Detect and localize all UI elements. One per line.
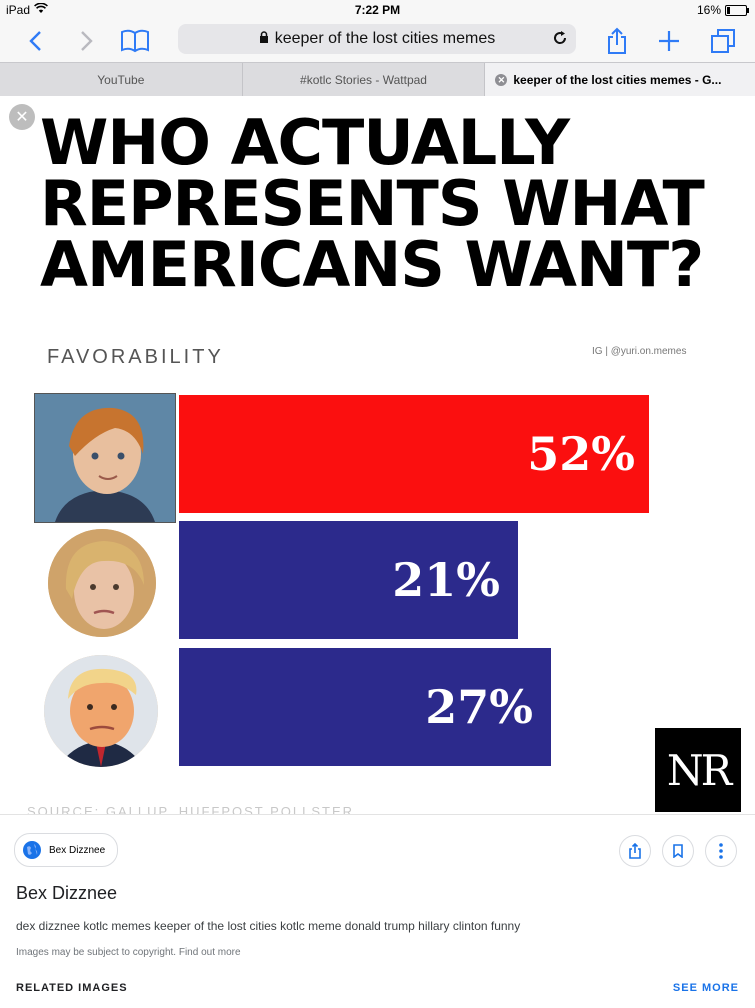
share-icon[interactable] [619, 835, 651, 867]
credit-text: IG | @yuri.on.memes [592, 346, 687, 357]
bar-value-label: 52% [527, 427, 635, 481]
tab-wattpad[interactable]: #kotlc Stories - Wattpad [243, 63, 486, 96]
lock-icon [259, 30, 269, 48]
tab-label: YouTube [97, 72, 145, 87]
more-icon[interactable] [705, 835, 737, 867]
battery-icon [725, 4, 749, 16]
favorability-bar: 21% [179, 521, 518, 639]
safari-toolbar: keeper of the lost cities memes [0, 20, 755, 62]
related-images-heading: RELATED IMAGES [16, 982, 128, 994]
tab-youtube[interactable]: YouTube [0, 63, 243, 96]
result-title[interactable]: Bex Dizznee [16, 883, 118, 903]
reload-icon[interactable] [552, 30, 568, 51]
tab-bar: YouTube #kotlc Stories - Wattpad ✕ keepe… [0, 62, 755, 97]
chart-subtitle: FAVORABILITY [47, 346, 224, 368]
tab-google[interactable]: ✕ keeper of the lost cities memes - G... [485, 63, 755, 96]
forward-icon[interactable] [72, 26, 102, 56]
favorability-bar: 52% [179, 395, 649, 513]
globe-icon [23, 841, 41, 859]
close-icon[interactable]: ✕ [9, 104, 35, 130]
source-chip[interactable]: Bex Dizznee [14, 833, 119, 867]
chip-label: Bex Dizznee [49, 844, 106, 856]
battery-percent: 16% [696, 3, 721, 17]
close-icon[interactable]: ✕ [495, 74, 508, 86]
status-time: 7:22 PM [354, 3, 401, 17]
status-left: iPad [6, 2, 48, 17]
tab-label: keeper of the lost cities memes - G... [513, 72, 722, 87]
meme-headline: WHO ACTUALLY REPRESENTS WHAT AMERICANS W… [40, 106, 740, 301]
nr-logo: NR [655, 728, 741, 812]
tabs-icon[interactable] [708, 26, 738, 56]
wifi-icon [34, 2, 48, 17]
source-text: SOURCE: GALLUP, HUFFPOST POLLSTER [27, 804, 355, 814]
copyright-note[interactable]: Images may be subject to copyright. Find… [16, 947, 241, 958]
image-info-panel: Bex Dizznee Bex Dizznee dex dizznee kotl… [0, 814, 755, 1008]
portrait-trump [44, 655, 158, 767]
bar-value-label: 27% [425, 680, 533, 734]
portrait-clinton [48, 529, 156, 637]
favorability-bar: 27% [179, 648, 551, 766]
see-more-link[interactable]: SEE MORE [672, 982, 739, 994]
portrait-character [34, 393, 176, 523]
headline-line: REPRESENTS WHAT [40, 167, 705, 240]
tab-label: #kotlc Stories - Wattpad [300, 72, 427, 87]
result-description: dex dizznee kotlc memes keeper of the lo… [16, 919, 521, 933]
headline-line: WHO ACTUALLY [40, 106, 570, 179]
bar-value-label: 21% [392, 553, 500, 607]
share-icon[interactable] [602, 26, 632, 56]
bookmark-icon[interactable] [662, 835, 694, 867]
url-text: keeper of the lost cities memes [274, 30, 496, 47]
bookmarks-icon[interactable] [120, 26, 150, 56]
status-bar: iPad 7:22 PM 16% [0, 0, 755, 20]
status-right: 16% [696, 3, 749, 17]
new-tab-icon[interactable] [654, 26, 684, 56]
headline-line: AMERICANS WANT? [40, 228, 704, 301]
url-bar[interactable]: keeper of the lost cities memes [178, 24, 576, 54]
device-name: iPad [6, 3, 31, 17]
back-icon[interactable] [20, 26, 50, 56]
